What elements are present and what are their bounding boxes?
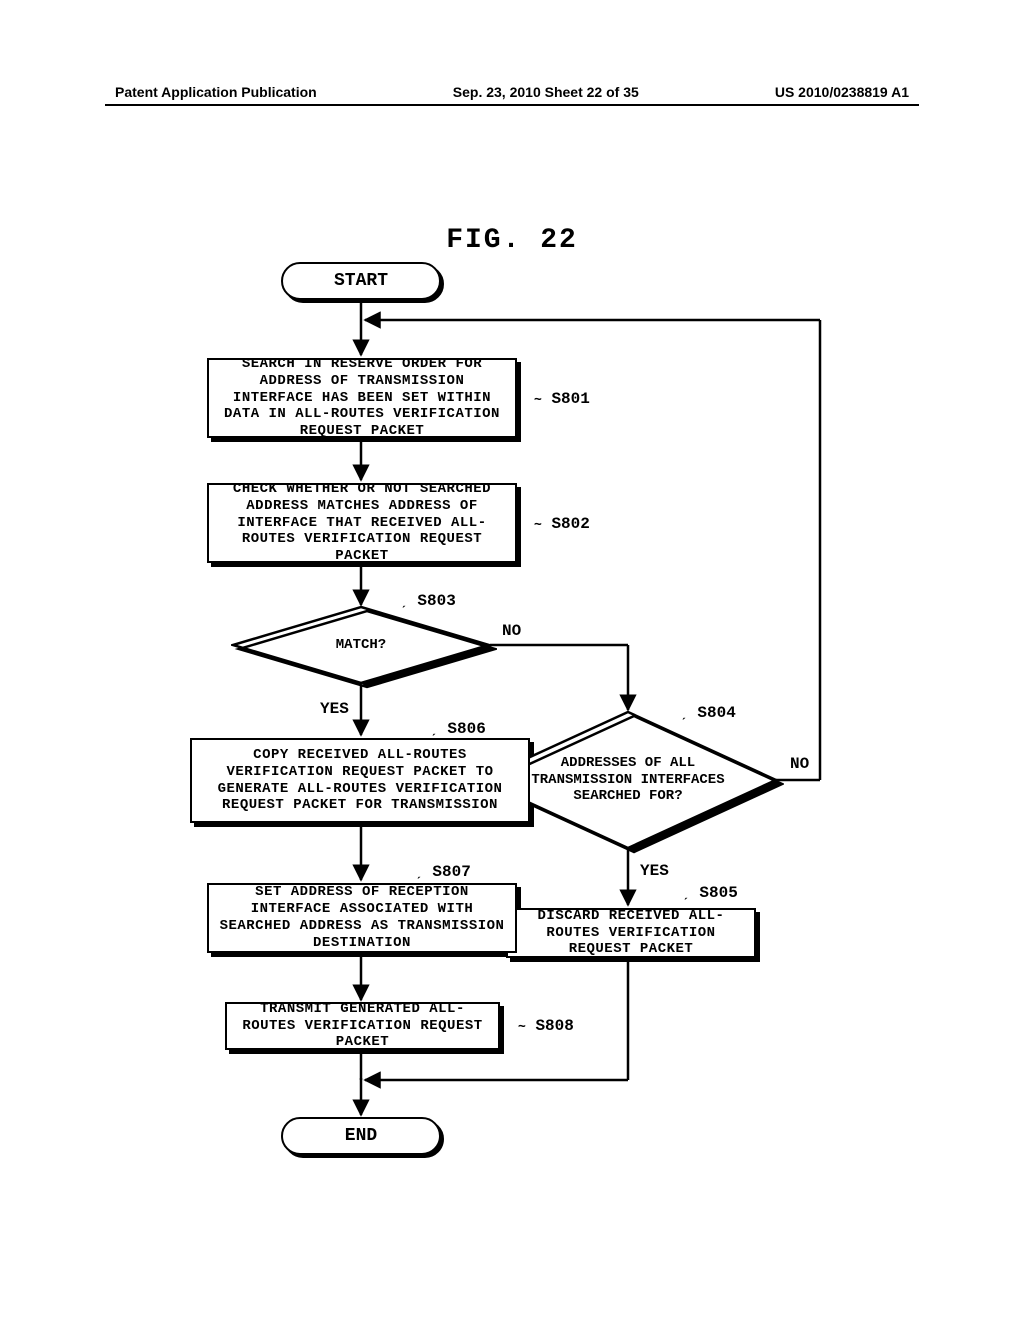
- start-label: START: [334, 271, 388, 291]
- branch-s803-yes: YES: [320, 700, 349, 718]
- label-s803: ˏ S803: [400, 592, 456, 610]
- label-s808: ∼ S808: [518, 1017, 574, 1035]
- process-s801-text: SEARCH IN RESERVE ORDER FOR ADDRESS OF T…: [217, 356, 507, 440]
- flow-lines: [0, 0, 1024, 1320]
- process-s802-text: CHECK WHETHER OR NOT SEARCHED ADDRESS MA…: [217, 481, 507, 565]
- process-s801: SEARCH IN RESERVE ORDER FOR ADDRESS OF T…: [207, 358, 517, 438]
- decision-s803: MATCH?: [231, 605, 491, 685]
- end-label: END: [345, 1126, 377, 1146]
- header-center: Sep. 23, 2010 Sheet 22 of 35: [453, 84, 639, 100]
- process-s805: DISCARD RECEIVED ALL-ROUTES VERIFICATION…: [506, 908, 756, 958]
- process-s805-text: DISCARD RECEIVED ALL-ROUTES VERIFICATION…: [516, 908, 746, 958]
- process-s808-text: TRANSMIT GENERATED ALL-ROUTES VERIFICATI…: [235, 1001, 490, 1051]
- process-s808: TRANSMIT GENERATED ALL-ROUTES VERIFICATI…: [225, 1002, 500, 1050]
- figure-title: FIG. 22: [446, 225, 578, 256]
- label-s806: ˏ S806: [430, 720, 486, 738]
- branch-s803-no: NO: [502, 622, 521, 640]
- header-right: US 2010/0238819 A1: [775, 84, 909, 100]
- branch-s804-no: NO: [790, 755, 809, 773]
- label-s801: ∼ S801: [534, 390, 590, 408]
- label-s805: ˏ S805: [682, 884, 738, 902]
- header-rule: [105, 104, 919, 106]
- page-header: Patent Application Publication Sep. 23, …: [0, 84, 1024, 100]
- branch-s804-yes: YES: [640, 862, 669, 880]
- process-s806: COPY RECEIVED ALL-ROUTES VERIFICATION RE…: [190, 738, 530, 823]
- label-s807: ˏ S807: [415, 863, 471, 881]
- process-s807-text: SET ADDRESS OF RECEPTION INTERFACE ASSOC…: [217, 884, 507, 951]
- process-s807: SET ADDRESS OF RECEPTION INTERFACE ASSOC…: [207, 883, 517, 953]
- decision-s803-text: MATCH?: [231, 605, 491, 685]
- end-terminator: END: [281, 1117, 441, 1155]
- label-s804: ˏ S804: [680, 704, 736, 722]
- header-left: Patent Application Publication: [115, 84, 317, 100]
- label-s802: ∼ S802: [534, 515, 590, 533]
- process-s806-text: COPY RECEIVED ALL-ROUTES VERIFICATION RE…: [200, 747, 520, 814]
- process-s802: CHECK WHETHER OR NOT SEARCHED ADDRESS MA…: [207, 483, 517, 563]
- start-terminator: START: [281, 262, 441, 300]
